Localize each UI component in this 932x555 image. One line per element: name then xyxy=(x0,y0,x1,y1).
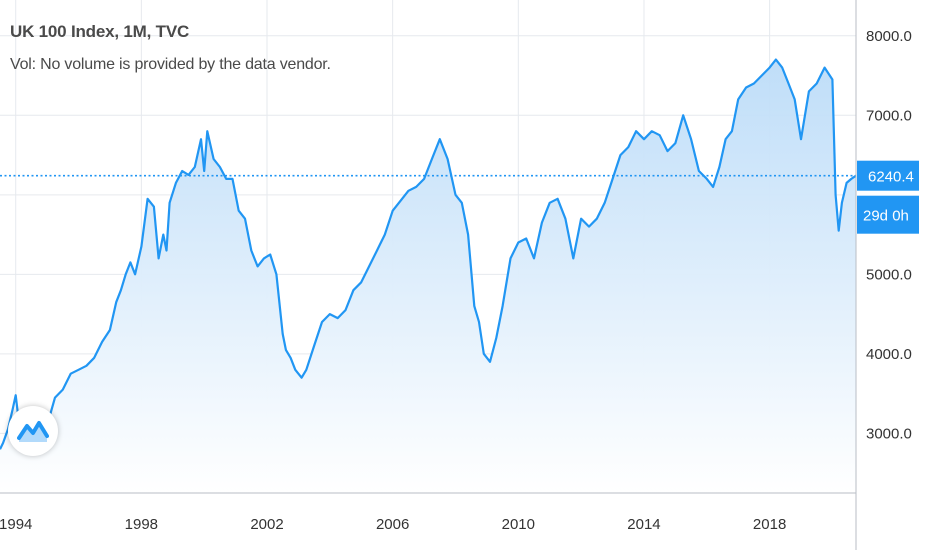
y-tick-label: 4000.0 xyxy=(866,346,912,363)
price-badge-value: 6240.4 xyxy=(868,169,914,186)
tradingview-wave-icon xyxy=(17,421,49,442)
price-line xyxy=(0,58,857,450)
symbol-title: UK 100 Index, 1M, TVC xyxy=(10,22,190,41)
x-tick-label: 2002 xyxy=(250,516,283,533)
volume-note: Vol: No volume is provided by the data v… xyxy=(10,56,331,73)
x-tick-label: 1994 xyxy=(0,516,32,533)
y-tick-label: 7000.0 xyxy=(866,107,912,124)
x-tick-label: 2018 xyxy=(753,516,786,533)
price-axis[interactable]: 3000.0 4000.0 5000.0 7000.0 8000.0 xyxy=(866,28,912,443)
price-badge: 6240.4 29d 0h xyxy=(857,160,919,234)
x-tick-label: 1998 xyxy=(125,516,158,533)
x-tick-label: 2010 xyxy=(502,516,535,533)
countdown-badge-value: 29d 0h xyxy=(863,208,909,225)
price-area xyxy=(0,59,856,493)
price-badge-box xyxy=(857,160,919,191)
y-tick-label: 8000.0 xyxy=(866,28,912,45)
chart-legend: UK 100 Index, 1M, TVC Vol: No volume is … xyxy=(10,22,331,74)
y-tick-label: 3000.0 xyxy=(866,425,912,442)
tradingview-logo-button[interactable] xyxy=(8,406,58,456)
y-tick-label: 5000.0 xyxy=(866,266,912,283)
time-axis[interactable]: 1994 1998 2002 2006 2010 2014 2018 xyxy=(0,516,786,533)
x-tick-label: 2006 xyxy=(376,516,409,533)
countdown-badge-box xyxy=(857,195,919,234)
x-tick-label: 2014 xyxy=(627,516,660,533)
